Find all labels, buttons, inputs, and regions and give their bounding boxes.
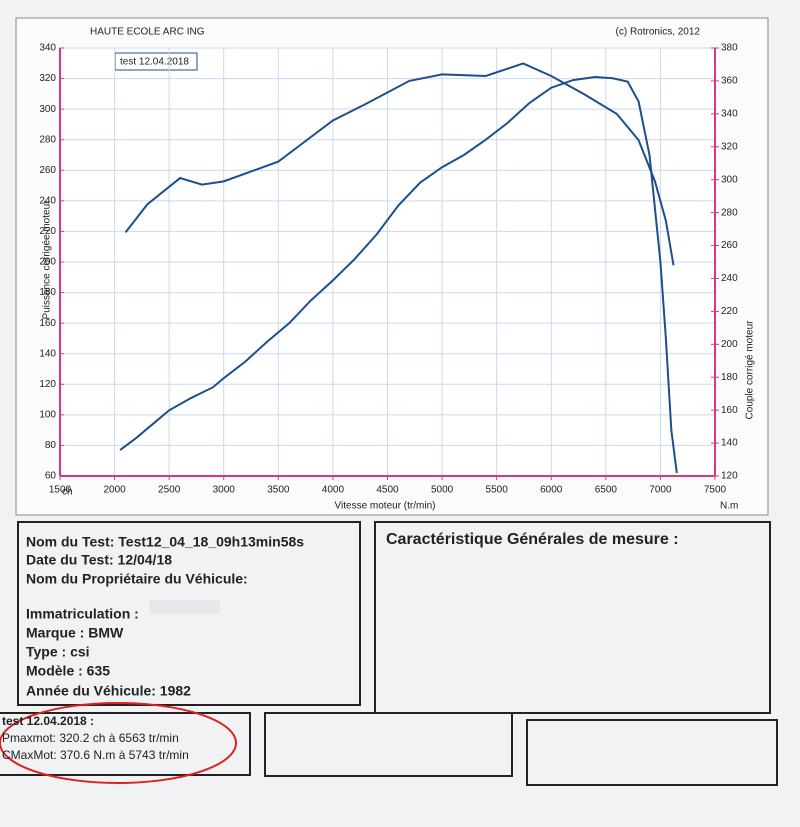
y2-tick-label: 240 xyxy=(721,273,738,284)
y-tick-label: 200 xyxy=(39,257,56,268)
y2-tick-label: 160 xyxy=(721,405,738,416)
y-tick-label: 260 xyxy=(39,165,56,176)
x-tick-label: 7000 xyxy=(649,485,672,496)
y-axis-label: Puissance corrigée moteur xyxy=(42,200,53,320)
info-line: Nom du Propriétaire du Véhicule: xyxy=(26,571,248,587)
result-box xyxy=(0,712,251,776)
x-tick-label: 3000 xyxy=(213,485,236,496)
y2-tick-label: 380 xyxy=(721,43,738,54)
y-tick-label: 140 xyxy=(39,348,56,359)
x-tick-label: 6500 xyxy=(595,485,618,496)
y-tick-label: 80 xyxy=(45,440,57,451)
general-box xyxy=(374,521,771,714)
x-tick-label: 1500 xyxy=(49,485,72,496)
y-tick-label: 240 xyxy=(39,195,56,206)
x-tick-label: 2500 xyxy=(158,485,181,496)
x-axis-label: Vitesse moteur (tr/min) xyxy=(335,501,436,512)
empty-box xyxy=(264,712,513,777)
info-line: Marque : BMW xyxy=(26,625,124,641)
info-line: Modèle : 635 xyxy=(26,663,110,679)
y-tick-label: 100 xyxy=(39,409,56,420)
info-box xyxy=(17,521,361,706)
highlight-circle xyxy=(0,702,237,784)
line xyxy=(119,76,678,474)
y2-axis-label: Couple corrigé moteur xyxy=(745,320,756,420)
info-line: Année du Véhicule: 1982 xyxy=(26,683,191,699)
x-tick-label: 2000 xyxy=(103,485,126,496)
info-line: Nom du Test: Test12_04_18_09h13min58s xyxy=(26,534,304,550)
y-tick-label: 320 xyxy=(39,73,56,84)
empty-box xyxy=(526,719,778,786)
y-tick-label: 180 xyxy=(39,287,56,298)
y-unit: ch xyxy=(62,487,73,498)
general-title: Caractéristique Générales de mesure : xyxy=(386,531,679,548)
y2-tick-label: 220 xyxy=(721,306,738,317)
y2-tick-label: 120 xyxy=(721,471,738,482)
line xyxy=(124,62,675,266)
y2-tick-label: 200 xyxy=(721,339,738,350)
y-tick-label: 300 xyxy=(39,104,56,115)
info-line: Type : csi xyxy=(26,644,90,660)
x-tick-label: 5500 xyxy=(486,485,509,496)
result-line: CMaxMot: 370.6 N.m à 5743 tr/min xyxy=(2,748,189,762)
y2-tick-label: 320 xyxy=(721,141,738,152)
info-line: Immatriculation : xyxy=(26,606,139,622)
y-tick-label: 120 xyxy=(39,379,56,390)
y2-tick-label: 340 xyxy=(721,108,738,119)
x-tick-label: 4500 xyxy=(376,485,399,496)
y-tick-label: 160 xyxy=(39,318,56,329)
y-tick-label: 280 xyxy=(39,134,56,145)
y2-tick-label: 140 xyxy=(721,438,738,449)
redaction xyxy=(150,600,220,614)
header-right: (c) Rotronics, 2012 xyxy=(616,27,701,38)
marks: 1500 2000 2500 3000 3500 4000 4500 5000 5500 6000… xyxy=(39,43,738,496)
x-tick-label: 3500 xyxy=(267,485,290,496)
y2-tick-label: 260 xyxy=(721,240,738,251)
result-line: Pmaxmot: 320.2 ch à 6563 tr/min xyxy=(2,731,179,745)
y2-tick-label: 360 xyxy=(721,76,738,87)
y-tick-label: 60 xyxy=(45,471,57,482)
header-left: HAUTE ECOLE ARC ING xyxy=(90,27,205,38)
y-tick-label: 340 xyxy=(39,43,56,54)
y-tick-label: 220 xyxy=(39,226,56,237)
y2-tick-label: 280 xyxy=(721,207,738,218)
result-line: test 12.04.2018 : xyxy=(2,714,94,728)
y2-tick-label: 180 xyxy=(721,372,738,383)
info-line: Date du Test: 12/04/18 xyxy=(26,552,172,568)
x-tick-label: 5000 xyxy=(431,485,454,496)
x-tick-label: 4000 xyxy=(322,485,345,496)
y2-tick-label: 300 xyxy=(721,174,738,185)
x-tick-label: 7500 xyxy=(704,485,727,496)
x-tick-label: 6000 xyxy=(540,485,563,496)
legend-entry: test 12.04.2018 xyxy=(120,57,189,68)
y2-unit: N.m xyxy=(720,501,738,512)
